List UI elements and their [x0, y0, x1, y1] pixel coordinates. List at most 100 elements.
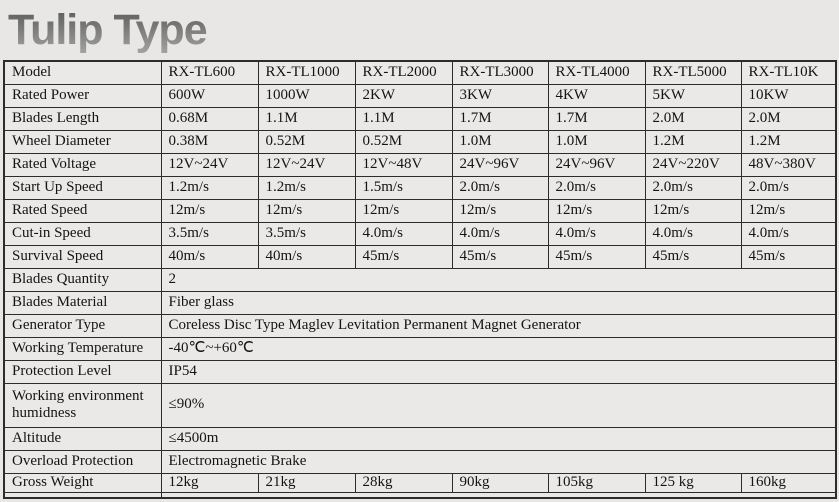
merged-value-cell: Coreless Disc Type Maglev Levitation Per…: [160, 313, 837, 338]
row-label: Working environment humidness: [3, 382, 162, 428]
spec-cell: 40m/s: [257, 244, 356, 269]
spec-cell: 90kg: [451, 472, 549, 493]
table-row-generator-type: Generator Type Coreless Disc Type Maglev…: [3, 313, 837, 338]
spec-cell: 2.0m/s: [547, 175, 646, 200]
row-label: Rated Speed: [3, 198, 162, 223]
model-cell: RX-TL3000: [451, 60, 549, 85]
row-label: Rated Power: [3, 83, 162, 108]
spec-cell: 2.0M: [740, 106, 837, 131]
spec-cell: 1.2m/s: [160, 175, 259, 200]
spec-cell: 40m/s: [160, 244, 259, 269]
model-cell: RX-TL600: [160, 60, 259, 85]
spec-cell: 0.38M: [160, 129, 259, 154]
spec-cell: 12m/s: [160, 198, 259, 223]
spec-cell: 45m/s: [547, 244, 646, 269]
spec-cell: 12V~24V: [257, 152, 356, 177]
spec-cell: 125 kg: [644, 472, 742, 493]
spec-cell: 2.0M: [644, 106, 742, 131]
spec-cell: 24V~220V: [644, 152, 742, 177]
spec-cell: 2KW: [354, 83, 453, 108]
spec-cell: 10KW: [740, 83, 837, 108]
table-row-wheel-diameter: Wheel Diameter 0.38M 0.52M 0.52M 1.0M 1.…: [3, 129, 837, 154]
spec-cell: 24V~96V: [547, 152, 646, 177]
row-label: Start Up Speed: [3, 175, 162, 200]
spec-table: Model RX-TL600 RX-TL1000 RX-TL2000 RX-TL…: [3, 60, 837, 499]
table-row-rated-speed: Rated Speed 12m/s 12m/s 12m/s 12m/s 12m/…: [3, 198, 837, 223]
table-row-cutoff: [3, 491, 837, 499]
spec-cell: 24V~96V: [451, 152, 549, 177]
spec-cell: 12m/s: [451, 198, 549, 223]
merged-value-cell: -40℃~+60℃: [160, 336, 837, 361]
spec-cell: 1.0M: [451, 129, 549, 154]
spec-cell: 3KW: [451, 83, 549, 108]
spec-cell: 4.0m/s: [644, 221, 742, 246]
spec-cell: 1.7M: [451, 106, 549, 131]
row-label: Rated Voltage: [3, 152, 162, 177]
row-label: Generator Type: [3, 313, 162, 338]
table-row-cut-in-speed: Cut-in Speed 3.5m/s 3.5m/s 4.0m/s 4.0m/s…: [3, 221, 837, 246]
row-label: Blades Quantity: [3, 267, 162, 292]
spec-cell: 1.2M: [644, 129, 742, 154]
spec-cell: 12m/s: [547, 198, 646, 223]
table-row-rated-power: Rated Power 600W 1000W 2KW 3KW 4KW 5KW 1…: [3, 83, 837, 108]
merged-value-cell: IP54: [160, 359, 837, 384]
table-row-survival-speed: Survival Speed 40m/s 40m/s 45m/s 45m/s 4…: [3, 244, 837, 269]
merged-value-cell: Electromagnetic Brake: [160, 449, 837, 474]
spec-cell: 4.0m/s: [547, 221, 646, 246]
spec-cell: 3.5m/s: [257, 221, 356, 246]
spec-cell: 21kg: [257, 472, 356, 493]
model-cell: RX-TL2000: [354, 60, 453, 85]
spec-cell: 1.0M: [547, 129, 646, 154]
row-label: Survival Speed: [3, 244, 162, 269]
spec-cell: 12m/s: [740, 198, 837, 223]
spec-cell: 45m/s: [451, 244, 549, 269]
row-label: Blades Length: [3, 106, 162, 131]
spec-cell: 45m/s: [354, 244, 453, 269]
row-label: Altitude: [3, 426, 162, 451]
table-row-protection-level: Protection Level IP54: [3, 359, 837, 384]
row-label: Gross Weight: [3, 472, 162, 493]
spec-cell: 600W: [160, 83, 259, 108]
spec-cell: 1.5m/s: [354, 175, 453, 200]
model-cell: RX-TL10K: [740, 60, 837, 85]
spec-cell: 2.0m/s: [644, 175, 742, 200]
spec-cell: 12kg: [160, 472, 259, 493]
table-row-working-temperature: Working Temperature -40℃~+60℃: [3, 336, 837, 361]
table-row-overload-protection: Overload Protection Electromagnetic Brak…: [3, 449, 837, 474]
row-label: Cut-in Speed: [3, 221, 162, 246]
row-label: Protection Level: [3, 359, 162, 384]
table-row-blades-length: Blades Length 0.68M 1.1M 1.1M 1.7M 1.7M …: [3, 106, 837, 131]
spec-cell: 4.0m/s: [740, 221, 837, 246]
row-label: Blades Material: [3, 290, 162, 315]
merged-value-cell: ≤90%: [160, 382, 837, 428]
merged-value-cell: Fiber glass: [160, 290, 837, 315]
row-label: Model: [3, 60, 162, 85]
spec-cell: 12V~48V: [354, 152, 453, 177]
spec-cell: 3.5m/s: [160, 221, 259, 246]
table-row-working-environment-humidness: Working environment humidness ≤90%: [3, 382, 837, 428]
spec-cell: 1.1M: [354, 106, 453, 131]
model-cell: RX-TL4000: [547, 60, 646, 85]
spec-cell: 28kg: [354, 472, 453, 493]
spec-cell: 12m/s: [257, 198, 356, 223]
spec-cell: 1.2M: [740, 129, 837, 154]
spec-cell: 0.68M: [160, 106, 259, 131]
spec-cell: 105kg: [547, 472, 646, 493]
spec-cell: 4.0m/s: [451, 221, 549, 246]
model-cell: RX-TL1000: [257, 60, 356, 85]
table-row-model: Model RX-TL600 RX-TL1000 RX-TL2000 RX-TL…: [3, 60, 837, 85]
table-row-rated-voltage: Rated Voltage 12V~24V 12V~24V 12V~48V 24…: [3, 152, 837, 177]
spec-cell: 1.2m/s: [257, 175, 356, 200]
spec-cell: 12V~24V: [160, 152, 259, 177]
row-label: Wheel Diameter: [3, 129, 162, 154]
table-row-gross-weight: Gross Weight 12kg 21kg 28kg 90kg 105kg 1…: [3, 472, 837, 493]
spec-cell: 45m/s: [644, 244, 742, 269]
spec-cell: 160kg: [740, 472, 837, 493]
spec-cell: 2.0m/s: [451, 175, 549, 200]
spec-cell: 0.52M: [257, 129, 356, 154]
spec-cell: 1.7M: [547, 106, 646, 131]
spec-cell: 2.0m/s: [740, 175, 837, 200]
table-row-blades-material: Blades Material Fiber glass: [3, 290, 837, 315]
page-title: Tulip Type: [8, 2, 208, 58]
